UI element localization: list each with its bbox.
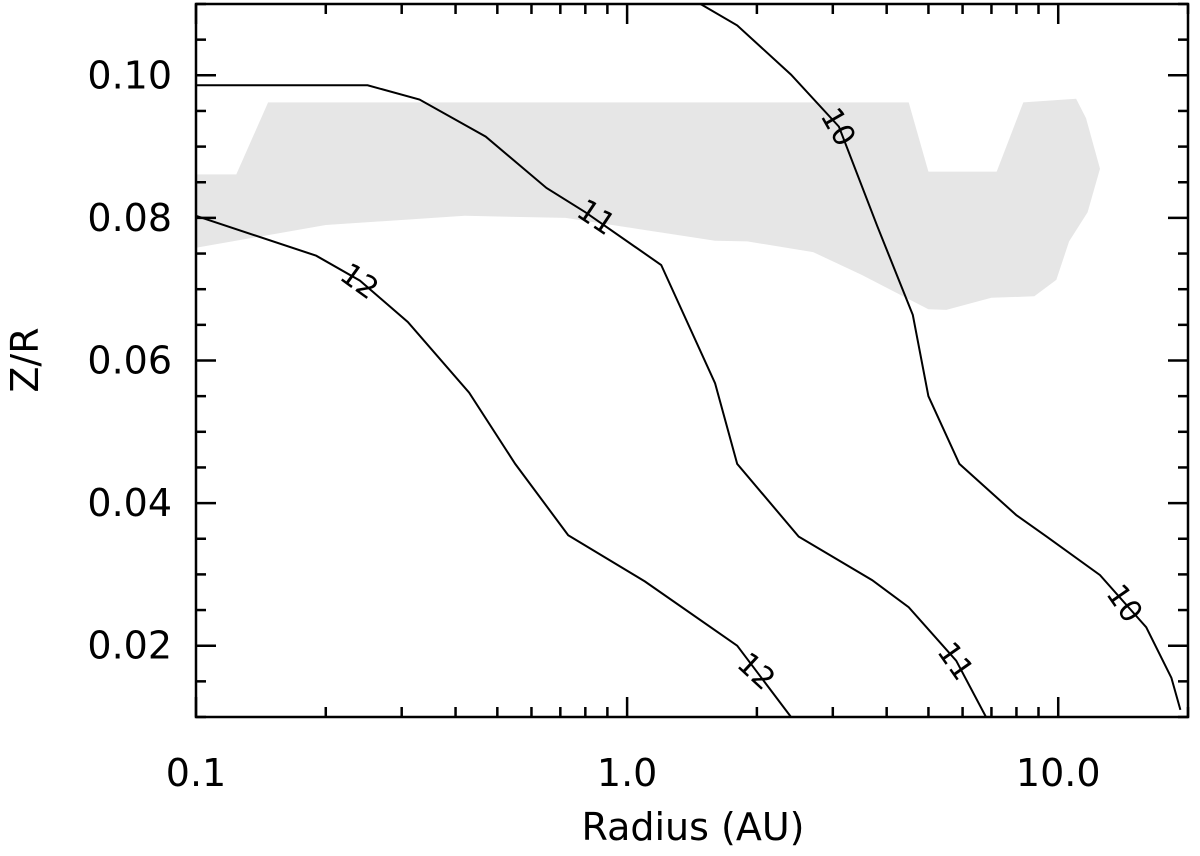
x-axis-title: Radius (AU) [582,805,805,849]
shaded-region [196,98,1100,310]
contour-lines-layer [196,4,1182,717]
y-tick-label: 0.04 [87,481,172,525]
contour-label-text: 11 [930,636,981,687]
x-tick-label: 0.1 [166,751,226,795]
y-tick-label: 0.06 [87,339,172,383]
y-tick-label: 0.10 [87,53,172,97]
y-axis-title: Z/R [3,327,47,392]
x-tick-label: 10.0 [1016,751,1101,795]
contour-line-11 [196,84,987,717]
contour-label-text: 12 [730,646,782,698]
contour-label-11-1: 11 [930,636,981,687]
y-tick-label: 0.08 [87,196,172,240]
axis-ticks-layer [194,2,1190,719]
contour-line-12 [196,214,792,717]
y-tick-label: 0.02 [87,624,172,668]
contour-line-10 [699,4,1182,711]
contour-label-12-0: 12 [333,256,384,307]
tick-labels-layer: 0.1 1.0 10.0 0.02 0.04 0.06 0.08 0.10 [87,53,1100,795]
x-tick-label: 1.0 [597,751,657,795]
contour-label-12-1: 12 [730,646,782,698]
contour-label-text: 12 [333,256,384,307]
shaded-region-layer [196,98,1100,310]
